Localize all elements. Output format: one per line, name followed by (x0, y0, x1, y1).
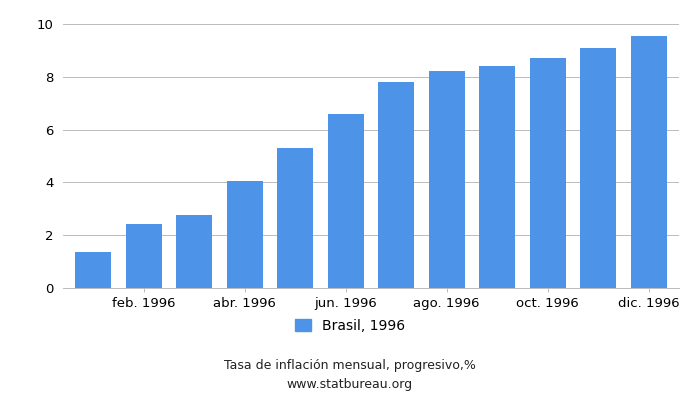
Bar (125, 224, 162, 288)
Bar (378, 82, 414, 288)
Bar (75, 252, 111, 288)
Bar (631, 36, 667, 288)
Bar (479, 66, 515, 288)
Bar (428, 71, 465, 288)
Bar (529, 58, 566, 288)
Bar (328, 114, 364, 288)
Bar (277, 148, 314, 288)
Text: Tasa de inflación mensual, progresivo,%: Tasa de inflación mensual, progresivo,% (224, 360, 476, 372)
Legend: Brasil, 1996: Brasil, 1996 (295, 319, 405, 333)
Bar (176, 215, 213, 288)
Bar (227, 180, 263, 288)
Bar (580, 48, 617, 288)
Text: www.statbureau.org: www.statbureau.org (287, 378, 413, 391)
